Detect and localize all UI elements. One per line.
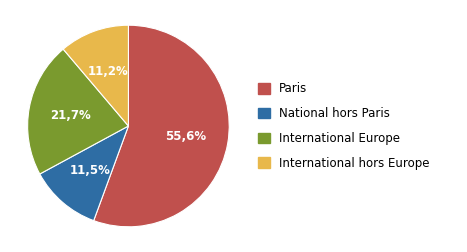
Wedge shape — [40, 126, 128, 220]
Wedge shape — [28, 49, 128, 174]
Legend: Paris, National hors Paris, International Europe, International hors Europe: Paris, National hors Paris, Internationa… — [258, 82, 430, 170]
Wedge shape — [63, 25, 128, 126]
Wedge shape — [94, 25, 229, 227]
Text: 55,6%: 55,6% — [165, 130, 206, 143]
Text: 21,7%: 21,7% — [50, 109, 92, 122]
Text: 11,2%: 11,2% — [88, 65, 128, 78]
Text: 11,5%: 11,5% — [70, 164, 111, 177]
